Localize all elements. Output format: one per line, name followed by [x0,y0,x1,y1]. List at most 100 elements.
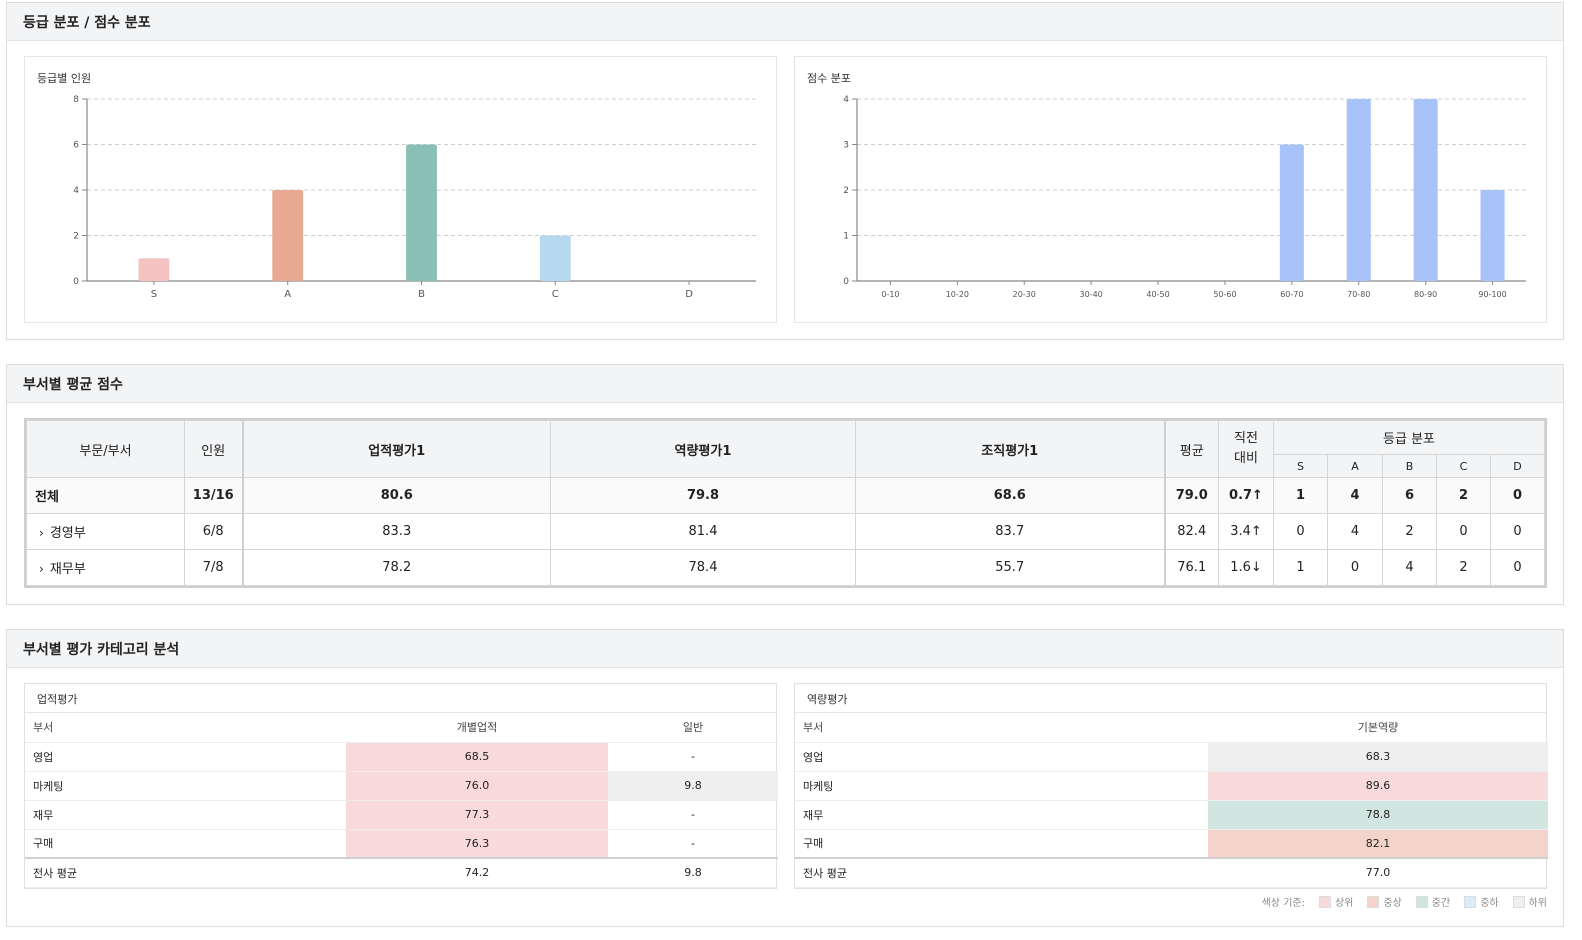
y-tick-label: 6 [73,141,79,151]
row-eval3: 83.7 [855,513,1165,550]
y-tick-label: 2 [73,232,79,242]
score-bar-chart: 0 1 2 3 4 0-10 10-20 20-30 30-40 40-50 50-60 60-70 7… [843,95,1526,299]
bar [138,258,170,281]
dept-table: 부문/부서 인원 업적평가1 역량평가1 조직평가1 평균 직전 대비 등급 분… [26,420,1546,586]
score-chart-title: 점수 분포 [807,72,851,85]
row-name-cell[interactable]: › 경영부 [26,513,185,550]
row-name: 영업 [795,742,1208,772]
perf-card-title: 업적평가 [25,684,776,713]
row-eval2: 78.4 [550,549,856,586]
cell-general: 9.8 [608,771,778,801]
row-name: 전사 평균 [25,857,346,888]
y-tick-label: 0 [843,277,849,287]
row-name: 마케팅 [25,771,346,801]
col-dept: 부서 [25,713,346,743]
row-grade-d: 0 [1489,477,1546,514]
bar [1279,144,1304,281]
table-row-average: 전사 평균 77.0 [795,857,1548,888]
chevron-right-icon[interactable]: › [39,562,44,576]
row-grade-a: 4 [1327,513,1383,550]
x-tick-label: B [418,289,425,300]
header-grade-c: C [1436,454,1491,478]
panel-title: 부서별 평가 카테고리 분석 [7,630,1563,668]
y-tick-label: 2 [843,186,849,196]
row-name: 마케팅 [795,771,1208,801]
x-tick-label: 80-90 [1414,290,1437,299]
score-chart-card: 점수 분포 0 1 2 3 4 0-10 10-20 20-30 30-40 40-50 50-60… [794,56,1547,323]
row-eval2: 81.4 [550,513,856,550]
bar [406,144,437,281]
y-tick-label: 8 [73,95,79,105]
table-row-total: 전체 13/16 80.6 79.8 68.6 79.0 0.7↑ 1 4 6 … [26,477,1546,514]
header-grade-d: D [1489,454,1546,478]
x-tick-label: 20-30 [1013,290,1036,299]
row-prev: 3.4↑ [1218,513,1274,550]
legend-swatch [1464,895,1477,908]
comp-card-title: 역량평가 [795,684,1546,713]
cell-basic: 78.8 [1208,800,1548,830]
row-grade-s: 1 [1273,549,1328,586]
row-eval1: 80.6 [241,477,551,514]
row-grade-a: 0 [1327,549,1383,586]
row-name: 전사 평균 [795,857,1208,888]
x-tick-label: D [685,289,693,300]
grade-chart-card: 등급별 인원 0 2 4 6 8 S A B C D [24,56,777,323]
perf-card: 업적평가 부서 개별업적 일반 영업 68.5 - 마케팅 76.0 9.8 재… [24,683,778,889]
table-row: 구매 82.1 [795,829,1548,859]
dept-average-panel: 부서별 평균 점수 부문/부서 인원 업적평가1 역량평가1 조직평가1 평균 … [6,364,1564,605]
legend-item: 상위 [1334,898,1354,909]
header-grade-s: S [1273,454,1328,478]
row-eval2: 79.8 [550,477,856,514]
y-tick-label: 1 [843,232,849,242]
row-name: 구매 [795,829,1208,859]
comp-table: 부서 기본역량 영업 68.3 마케팅 89.6 재무 78.8 구매 82.1… [795,713,1548,888]
table-row-dept[interactable]: › 경영부 6/8 83.3 81.4 83.7 82.4 3.4↑ 0 4 2 … [26,513,1546,550]
row-name: 영업 [25,742,346,772]
cell-general: - [608,800,778,830]
cell-basic: 89.6 [1208,771,1548,801]
cell-individual: 74.2 [346,857,608,888]
chevron-right-icon[interactable]: › [39,526,44,540]
row-eval3: 68.6 [855,477,1165,514]
row-count: 6/8 [184,513,243,550]
bar [1480,190,1505,281]
legend-item: 중상 [1383,898,1402,909]
x-tick-label: 50-60 [1213,290,1236,299]
table-row: 재무 77.3 - [25,800,778,830]
cell-individual: 68.5 [346,742,608,772]
grade-chart-title: 등급별 인원 [37,72,92,85]
row-avg: 76.1 [1163,549,1219,586]
cell-general: - [608,742,778,772]
cell-basic: 77.0 [1208,857,1548,888]
cell-individual: 77.3 [346,800,608,830]
row-eval1: 78.2 [241,549,551,586]
legend-swatch [1367,895,1380,908]
row-grade-b: 4 [1382,549,1437,586]
cell-individual: 76.0 [346,771,608,801]
header-grade-b: B [1382,454,1437,478]
row-grade-a: 4 [1327,477,1383,514]
row-count: 13/16 [184,477,243,514]
row-name-cell[interactable]: › 재무부 [26,549,185,586]
color-legend: 색상 기준: 상위 중상 중간 중하 하위 [1262,894,1547,909]
category-analysis-panel: 부서별 평가 카테고리 분석 업적평가 부서 개별업적 일반 영업 68.5 -… [6,629,1564,927]
row-grade-b: 2 [1382,513,1437,550]
legend-item: 하위 [1528,898,1547,909]
y-tick-label: 0 [73,277,79,287]
table-row: 재무 78.8 [795,800,1548,830]
row-eval1: 83.3 [241,513,551,550]
row-name: 재무 [25,800,346,830]
col-dept: 부서 [795,713,1208,743]
header-grade-a: A [1327,454,1383,478]
legend-item: 중간 [1431,898,1451,909]
x-tick-label: 60-70 [1280,290,1303,299]
table-row-dept[interactable]: › 재무부 7/8 78.2 78.4 55.7 76.1 1.6↓ 1 0 4 … [26,549,1546,586]
table-row: 마케팅 76.0 9.8 [25,771,778,801]
legend-swatch [1318,895,1331,908]
header-eval3: 조직평가1 [855,420,1165,478]
header-avg: 평균 [1163,420,1219,478]
header-dept: 부문/부서 [26,420,185,478]
row-grade-s: 1 [1273,477,1328,514]
row-name: 재무부 [49,562,86,577]
row-grade-b: 6 [1382,477,1437,514]
